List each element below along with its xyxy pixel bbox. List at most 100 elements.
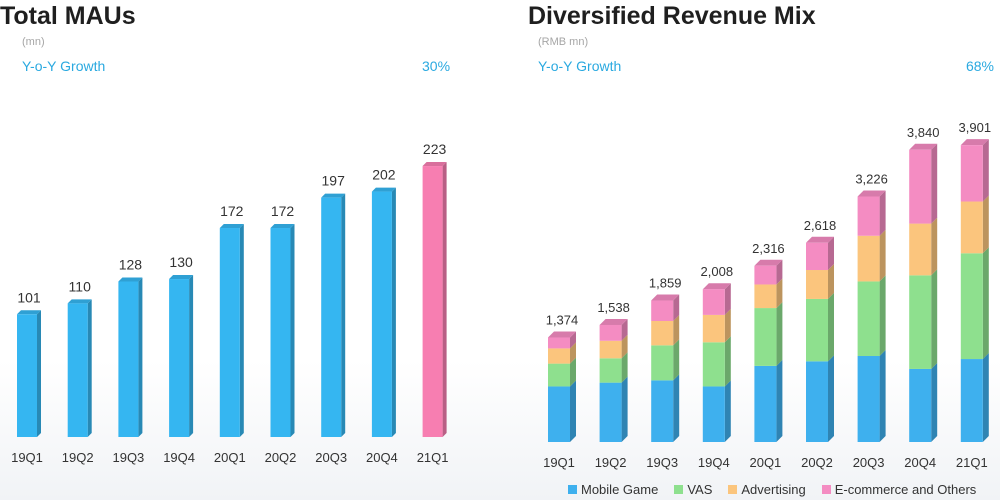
- ecommerce-segment: [651, 294, 680, 322]
- mau-bar-chart: 101 19Q1 110 19Q2 128 19Q3 130 19Q4 172 20Q1 172 20…: [11, 141, 449, 465]
- legend-label: VAS: [687, 481, 713, 497]
- mau-category-label: 21Q1: [417, 450, 449, 465]
- vas-segment: [909, 269, 938, 369]
- vas-segment: [960, 247, 989, 360]
- revenue-total-label: 3,226: [855, 172, 888, 187]
- revenue-category-label: 20Q2: [801, 455, 833, 470]
- mobile-game-segment: [599, 376, 628, 442]
- mau-bar: [169, 275, 194, 437]
- mau-data-label: 128: [119, 256, 143, 272]
- mau-panel: Total MAUs (mn) Y-o-Y Growth 30% 101 19Q1…: [0, 0, 470, 500]
- revenue-unit-label: (RMB mn): [538, 36, 589, 48]
- mau-unit-label: (mn): [22, 36, 45, 48]
- mau-category-label: 20Q4: [366, 450, 398, 465]
- revenue-category-label: 20Q3: [853, 455, 885, 470]
- legend-swatch: [728, 484, 738, 494]
- mobile-game-segment: [702, 380, 731, 442]
- legend-label: Advertising: [741, 481, 806, 497]
- legend-swatch: [674, 484, 684, 494]
- mau-category-label: 19Q1: [11, 450, 43, 465]
- mau-chart-title: Total MAUs: [0, 2, 136, 30]
- vas-segment: [857, 275, 886, 357]
- revenue-total-label: 3,901: [959, 120, 992, 135]
- legend-item-advertising: Advertising: [728, 481, 806, 497]
- mau-data-label: 101: [17, 289, 41, 305]
- revenue-stacked-bar-chart: 1,374 19Q1 1,538 19Q2 1,859 19Q3 2,008 19Q4 2,31…: [543, 120, 992, 470]
- vas-segment: [702, 336, 731, 387]
- revenue-category-label: 20Q4: [904, 455, 936, 470]
- vas-segment: [548, 357, 576, 387]
- mau-growth-value: 30%: [422, 58, 451, 74]
- advertising-segment: [702, 308, 731, 343]
- vas-segment: [599, 352, 628, 383]
- revenue-category-label: 19Q3: [646, 455, 678, 470]
- ecommerce-segment: [599, 318, 628, 341]
- mobile-game-segment: [857, 350, 886, 442]
- legend-item-ecommerce: E-commerce and Others: [821, 481, 977, 497]
- vas-segment: [806, 292, 834, 362]
- ecommerce-segment: [548, 331, 576, 349]
- mau-category-label: 19Q3: [112, 450, 144, 465]
- revenue-panel: Diversified Revenue Mix (RMB mn) Y-o-Y G…: [528, 0, 1000, 500]
- mau-growth-label: Y-o-Y Growth: [22, 58, 106, 74]
- revenue-category-label: 19Q4: [698, 455, 730, 470]
- advertising-segment: [754, 278, 783, 309]
- revenue-total-label: 1,374: [546, 312, 579, 327]
- revenue-chart-title: Diversified Revenue Mix: [528, 2, 816, 30]
- revenue-total-label: 1,859: [649, 276, 682, 291]
- ecommerce-segment: [909, 143, 938, 224]
- mobile-game-segment: [806, 355, 834, 442]
- mobile-game-segment: [651, 374, 680, 442]
- vas-segment: [754, 302, 783, 366]
- mau-bar: [270, 224, 295, 437]
- mau-bar: [17, 310, 41, 437]
- revenue-total-label: 2,008: [701, 264, 734, 279]
- ecommerce-segment: [806, 236, 834, 271]
- revenue-category-label: 20Q1: [749, 455, 781, 470]
- mau-category-label: 20Q3: [315, 450, 347, 465]
- legend-item-vas: VAS: [674, 482, 712, 497]
- revenue-total-label: 3,840: [907, 125, 940, 140]
- mau-category-label: 19Q2: [62, 450, 94, 465]
- ecommerce-segment: [702, 283, 731, 315]
- mau-bar: [118, 277, 143, 437]
- revenue-total-label: 2,316: [752, 241, 785, 256]
- mau-bar: [67, 299, 92, 437]
- mobile-game-segment: [909, 362, 938, 442]
- revenue-category-label: 19Q1: [543, 455, 575, 470]
- mobile-game-segment: [960, 353, 989, 442]
- mau-bar: [422, 162, 447, 437]
- advertising-segment: [548, 342, 576, 364]
- revenue-legend: Mobile Game VAS Advertising E-commerce and …: [568, 481, 976, 497]
- mau-data-label: 202: [372, 167, 396, 183]
- revenue-growth-value: 68%: [965, 58, 994, 74]
- mau-data-label: 197: [322, 173, 346, 189]
- advertising-segment: [651, 315, 680, 346]
- advertising-segment: [960, 195, 989, 254]
- legend-item-mobile-game: Mobile Game: [568, 482, 658, 497]
- ecommerce-segment: [960, 139, 989, 202]
- mau-data-label: 172: [271, 203, 295, 219]
- advertising-segment: [599, 334, 628, 359]
- advertising-segment: [806, 264, 834, 299]
- mau-bar: [371, 187, 396, 437]
- ecommerce-segment: [857, 190, 886, 236]
- ecommerce-segment: [754, 259, 783, 285]
- mau-bar: [219, 224, 244, 437]
- revenue-category-label: 19Q2: [595, 455, 627, 470]
- mobile-game-segment: [548, 380, 576, 442]
- mau-category-label: 20Q1: [214, 450, 246, 465]
- advertising-segment: [857, 229, 886, 282]
- mobile-game-segment: [754, 359, 783, 442]
- revenue-category-label: 21Q1: [956, 455, 988, 470]
- mau-data-label: 110: [69, 278, 92, 294]
- mau-data-label: 130: [169, 254, 193, 270]
- revenue-total-label: 1,538: [597, 300, 630, 315]
- mau-data-label: 172: [220, 203, 244, 219]
- revenue-growth-label: Y-o-Y Growth: [538, 58, 622, 74]
- legend-label: E-commerce and Others: [834, 481, 977, 497]
- mau-category-label: 20Q2: [265, 450, 297, 465]
- mau-category-label: 19Q4: [163, 450, 195, 465]
- advertising-segment: [909, 217, 938, 276]
- mau-data-label: 223: [423, 141, 447, 157]
